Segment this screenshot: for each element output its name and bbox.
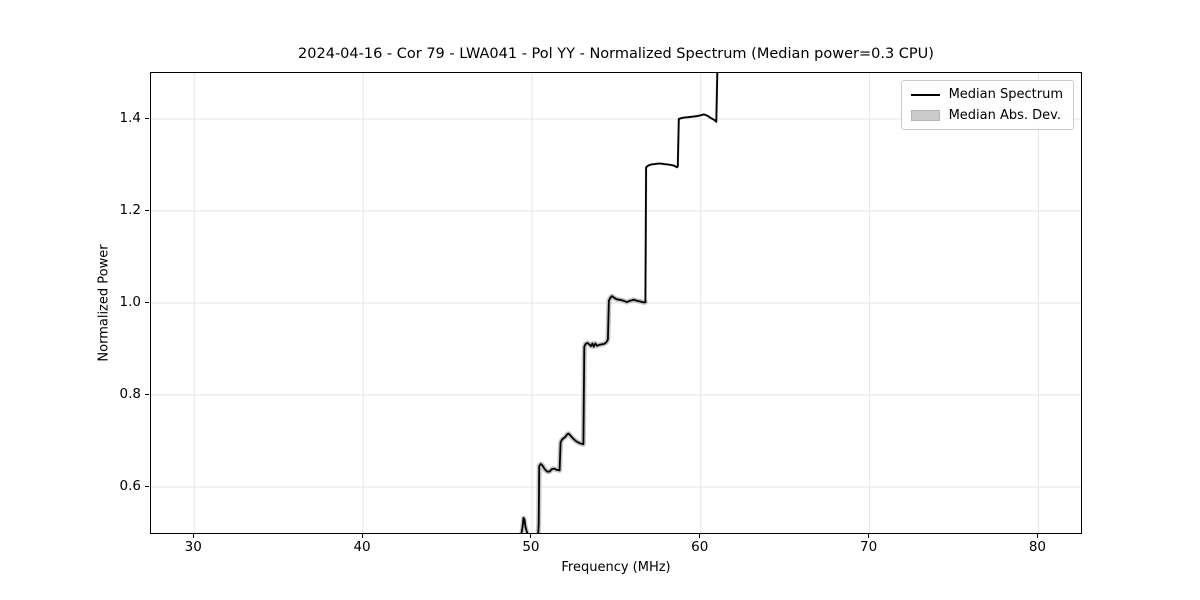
x-tick-mark [699,534,701,538]
x-tick-mark [361,534,363,538]
median-spectrum-line [644,73,719,303]
y-tick-label: 0.8 [119,386,141,402]
y-tick-mark [145,301,149,303]
y-tick-mark [145,209,149,211]
y-tick-mark [145,117,149,119]
x-tick-mark [1036,534,1038,538]
median-spectrum-line [520,516,529,533]
x-tick-label: 60 [691,539,709,555]
legend-entry-median-spectrum: Median Spectrum [910,87,1063,102]
x-tick-label: 40 [353,539,371,555]
legend-entry-median-abs-dev: Median Abs. Dev. [910,108,1063,123]
spectrum-plot-canvas [151,73,1081,533]
median-abs-dev-band [535,293,648,533]
y-tick-label: 0.6 [119,478,141,494]
x-tick-mark [192,534,194,538]
y-tick-label: 1.4 [119,110,141,126]
median-abs-dev-band [644,73,719,304]
x-tick-mark [868,534,870,538]
chart-title: 2024-04-16 - Cor 79 - LWA041 - Pol YY - … [298,46,934,62]
y-tick-label: 1.0 [119,294,141,310]
median-abs-dev-patch-swatch [910,110,940,121]
legend: Median Spectrum Median Abs. Dev. [900,80,1074,130]
legend-label-median-abs-dev: Median Abs. Dev. [948,108,1062,123]
median-spectrum-line [537,295,647,533]
legend-label-median-spectrum: Median Spectrum [948,87,1063,102]
y-tick-mark [145,485,149,487]
x-axis-label: Frequency (MHz) [561,560,671,575]
x-tick-label: 70 [860,539,878,555]
y-axis-label: Normalized Power [96,244,112,362]
x-tick-mark [530,534,532,538]
plot-area: Median Spectrum Median Abs. Dev. [150,72,1082,534]
x-tick-label: 50 [522,539,540,555]
y-tick-mark [145,393,149,395]
median-spectrum-line-swatch [910,93,940,96]
y-tick-label: 1.2 [119,202,141,218]
x-tick-label: 80 [1028,539,1047,555]
x-tick-label: 30 [184,539,202,555]
